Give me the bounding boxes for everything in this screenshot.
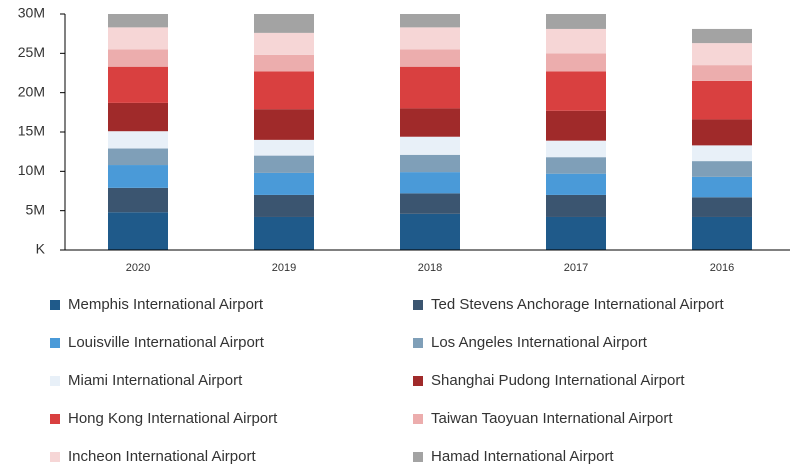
bar-segment bbox=[692, 197, 752, 217]
legend-label: Miami International Airport bbox=[68, 372, 243, 389]
bar-segment bbox=[254, 32, 314, 55]
legend-swatch bbox=[413, 376, 423, 386]
legend-swatch bbox=[413, 338, 423, 348]
y-tick-label: 30M bbox=[18, 5, 45, 21]
bar-segment bbox=[254, 172, 314, 195]
bar-segment bbox=[546, 157, 606, 174]
y-tick-label: 10M bbox=[18, 162, 45, 178]
legend-label: Shanghai Pudong International Airport bbox=[431, 372, 685, 389]
x-tick-label: 2017 bbox=[564, 262, 588, 274]
bar-segment bbox=[254, 216, 314, 250]
bar-segment bbox=[546, 110, 606, 141]
bar-segment bbox=[400, 154, 460, 173]
x-tick-label: 2016 bbox=[710, 262, 734, 274]
y-tick-label: 20M bbox=[18, 83, 45, 99]
legend-label: Incheon International Airport bbox=[68, 448, 256, 465]
bar-segment bbox=[546, 14, 606, 29]
legend-swatch bbox=[50, 338, 60, 348]
legend-label: Hong Kong International Airport bbox=[68, 410, 278, 427]
bar-segment bbox=[108, 49, 168, 67]
bar-segment bbox=[400, 213, 460, 250]
bar-segment bbox=[400, 172, 460, 194]
bar-segment bbox=[692, 43, 752, 66]
bar-segment bbox=[692, 28, 752, 44]
bar-segment bbox=[546, 140, 606, 158]
legend-swatch bbox=[413, 300, 423, 310]
bar-segment bbox=[692, 65, 752, 81]
bar-segment bbox=[546, 53, 606, 72]
bar-segment bbox=[400, 14, 460, 28]
legend-label: Ted Stevens Anchorage International Airp… bbox=[431, 296, 725, 313]
bar-segment bbox=[692, 80, 752, 120]
x-tick-label: 2018 bbox=[418, 262, 442, 274]
bar-segment bbox=[108, 165, 168, 188]
legend-label: Memphis International Airport bbox=[68, 296, 264, 313]
bar-segment bbox=[400, 136, 460, 155]
legend-label: Hamad International Airport bbox=[431, 448, 614, 465]
bar-segment bbox=[546, 173, 606, 195]
bar-segment bbox=[546, 216, 606, 250]
bar-segment bbox=[400, 27, 460, 50]
bar-segment bbox=[254, 109, 314, 140]
legend-swatch bbox=[50, 452, 60, 462]
bar-segment bbox=[692, 119, 752, 146]
bar-segment bbox=[546, 194, 606, 217]
x-tick-label: 2019 bbox=[272, 262, 296, 274]
bar-segment bbox=[108, 212, 168, 250]
y-tick-label: 5M bbox=[26, 201, 45, 217]
bar-segment bbox=[546, 28, 606, 54]
bar-segment bbox=[400, 108, 460, 137]
bar-segment bbox=[254, 139, 314, 156]
bar-segment bbox=[400, 193, 460, 214]
bar-segment bbox=[400, 49, 460, 67]
legend-swatch bbox=[50, 376, 60, 386]
legend-swatch bbox=[413, 452, 423, 462]
legend-swatch bbox=[413, 414, 423, 424]
bar-segment bbox=[546, 71, 606, 111]
bar-segment bbox=[254, 194, 314, 217]
bar-segment bbox=[692, 161, 752, 177]
bar-segment bbox=[108, 27, 168, 50]
bar-segment bbox=[108, 14, 168, 28]
legend-label: Los Angeles International Airport bbox=[431, 334, 648, 351]
legend-label: Louisville International Airport bbox=[68, 334, 265, 351]
x-tick-label: 2020 bbox=[126, 262, 150, 274]
bar-segment bbox=[254, 14, 314, 33]
y-tick-label: K bbox=[36, 241, 46, 257]
bar-segment bbox=[254, 71, 314, 110]
bar-segment bbox=[108, 131, 168, 149]
bar-segment bbox=[254, 155, 314, 173]
bar-segment bbox=[692, 216, 752, 250]
y-tick-label: 25M bbox=[18, 44, 45, 60]
bar-segment bbox=[108, 148, 168, 166]
legend-swatch bbox=[50, 414, 60, 424]
bar-segment bbox=[692, 145, 752, 162]
bar-segment bbox=[108, 66, 168, 103]
bar-segment bbox=[108, 187, 168, 213]
bar-segment bbox=[108, 102, 168, 132]
y-tick-label: 15M bbox=[18, 123, 45, 139]
bar-segment bbox=[692, 176, 752, 198]
bar-segment bbox=[400, 66, 460, 109]
bar-segment bbox=[254, 54, 314, 72]
legend-swatch bbox=[50, 300, 60, 310]
legend-label: Taiwan Taoyuan International Airport bbox=[431, 410, 673, 427]
